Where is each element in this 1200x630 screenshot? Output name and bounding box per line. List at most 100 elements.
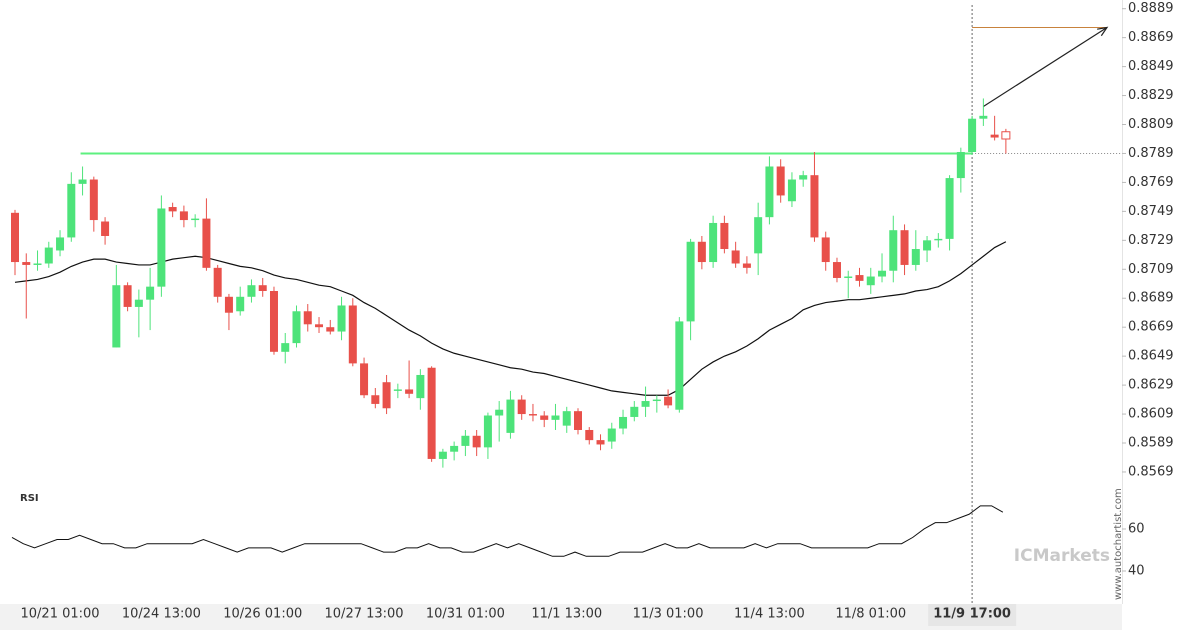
forecast-arrow [983,27,1108,107]
y-tick-label: 0.8869 [1128,30,1174,45]
candle-body [11,212,19,263]
candle-body [495,409,504,416]
current-label-bg [928,604,1017,626]
candle-body [281,343,290,352]
candle-body [405,389,414,394]
candle-body [472,435,481,448]
candle-body [348,305,357,364]
candle-body [33,263,42,265]
candle-body [923,240,932,251]
y-tick-label: 0.8569 [1128,464,1174,479]
candle-body [224,296,233,313]
candle-body [1001,131,1011,140]
candle-body [990,134,999,138]
watermark-site: www.autochartist.com [1113,488,1124,600]
candle-body [630,406,639,417]
candle-body [956,152,965,179]
candle-body [720,222,729,250]
candle-body [619,416,628,429]
candle-body [292,311,301,344]
candle-body [56,237,65,251]
y-tick-label: 0.8789 [1128,146,1174,161]
candle-body [269,291,278,352]
candle-body [776,166,785,196]
candle-body [697,241,706,263]
candle-body [134,299,143,307]
candle-body [506,399,515,433]
y-tick-label: 0.8769 [1128,175,1174,190]
x-tick-label: 11/8 01:00 [835,607,906,622]
candle-body [303,311,312,325]
candle-body [168,207,177,212]
candle-body [517,399,526,415]
y-tick-label: 0.8629 [1128,378,1174,393]
candle-body [191,218,200,221]
y-tick-label: 0.8849 [1128,59,1174,74]
candle-body [810,175,819,238]
y-tick-label: 0.8689 [1128,291,1174,306]
candle-body [900,230,909,265]
candle-body [844,276,853,278]
candle-body [934,238,943,241]
candle-body [461,435,470,446]
candle-body [979,115,988,119]
y-tick-label: 0.8749 [1128,204,1174,219]
candle-body [146,286,155,300]
candle-body [101,221,110,236]
candle-body [607,428,616,442]
candle-body [799,175,808,180]
candle-body [247,285,256,297]
x-tick-label: 11/9 17:00 [933,607,1011,622]
candle-body [742,263,751,268]
candle-body [450,445,459,452]
candle-body [179,211,188,221]
candle-body [382,382,391,409]
rsi-tick-label: 40 [1128,564,1145,579]
candle-body [540,415,549,420]
y-tick-label: 0.8809 [1128,117,1174,132]
candle-body [832,262,841,278]
candle-body [731,250,740,264]
candle-body [664,396,673,406]
candle-body [112,285,121,348]
y-tick-label: 0.8889 [1128,1,1174,16]
candle-body [315,324,324,328]
candle-body [67,183,76,238]
candle-body [855,275,864,281]
candle-body [945,178,954,239]
candle-body [787,179,796,202]
candle-body [652,399,661,402]
candle-body [528,414,537,416]
candle-body [326,327,335,332]
candle-body [754,217,763,254]
candle-body [889,230,898,271]
candle-body [44,247,53,264]
y-tick-label: 0.8669 [1128,320,1174,335]
x-tick-label: 11/3 01:00 [633,607,704,622]
candle-body [675,321,684,410]
candle-body [911,249,920,265]
candle-body [360,363,369,396]
x-tick-label: 10/26 01:00 [223,607,302,622]
x-tick-label: 11/4 13:00 [734,607,805,622]
x-tick-label: 11/1 13:00 [531,607,602,622]
x-tick-label: 10/21 01:00 [21,607,100,622]
candle-body [686,241,695,322]
candle-body [123,285,132,307]
x-tick-label: 10/27 13:00 [325,607,404,622]
candle-body [968,118,977,153]
candle-body [22,262,31,265]
candle-body [866,276,875,286]
candle-body [765,166,774,218]
candle-body [393,389,402,391]
y-tick-label: 0.8729 [1128,233,1174,248]
y-tick-label: 0.8609 [1128,407,1174,422]
moving-average [14,241,1007,396]
candle-body [157,208,166,287]
candle-body [202,218,211,268]
candle-body [641,401,650,407]
candle-body [562,411,571,426]
rsi-tick-label: 60 [1128,521,1145,536]
y-tick-label: 0.8829 [1128,88,1174,103]
